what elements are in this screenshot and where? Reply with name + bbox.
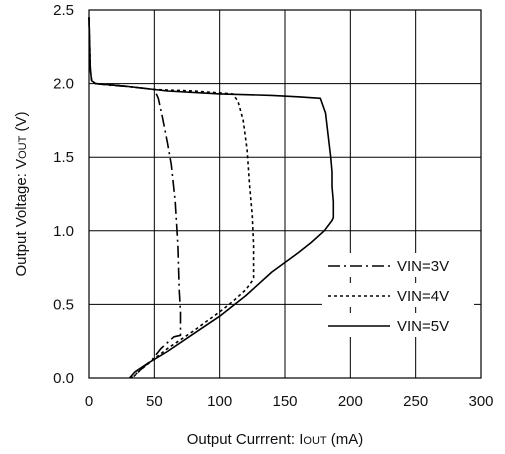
x-axis-label: Output Currrent: IOUT (mA) <box>187 431 364 448</box>
x-tick-label: 250 <box>403 393 428 410</box>
y-axis-label: Output Voltage: VOUT (V) <box>13 112 30 277</box>
legend-label: VIN=3V <box>397 258 449 275</box>
x-tick-label: 150 <box>272 393 297 410</box>
x-tick-label: 200 <box>338 393 363 410</box>
legend-entry-background <box>322 283 474 307</box>
series-line-vin-3v <box>88 17 182 379</box>
y-tick-label: 2.0 <box>53 76 74 93</box>
plot-frame <box>88 9 482 379</box>
legend: VIN=3V VIN=4V VIN=5V <box>322 253 474 337</box>
x-tick-label: 50 <box>146 393 163 410</box>
x-axis-label-main: Output Currrent: I <box>187 431 304 448</box>
series-line-vin-5v <box>88 17 335 379</box>
legend-label: VIN=5V <box>397 318 449 335</box>
y-axis-label-main: Output Voltage: V <box>13 159 30 277</box>
series-line-vin-4v <box>88 17 255 379</box>
y-tick-label: 1.5 <box>53 149 74 166</box>
legend-label: VIN=4V <box>397 288 449 305</box>
y-axis-label-subscript: OUT <box>17 135 29 159</box>
x-axis-label-subscript: OUT <box>303 435 327 447</box>
series-lines <box>88 17 335 379</box>
x-tick-label: 0 <box>85 393 93 410</box>
x-tick-label: 100 <box>207 393 232 410</box>
y-tick-label: 0.0 <box>53 370 74 387</box>
y-axis-label-unit: (V) <box>13 112 30 136</box>
y-tick-label: 0.5 <box>53 296 74 313</box>
legend-entry-background <box>322 253 474 277</box>
legend-entry-background <box>322 313 474 337</box>
tick-labels: 0 50 100 150 200 250 300 0.0 0.5 1.0 1.5 2.0 2.5 <box>53 2 493 410</box>
y-tick-label: 2.5 <box>53 2 74 19</box>
x-tick-label: 300 <box>468 393 493 410</box>
x-axis-label-unit: (mA) <box>327 431 364 448</box>
y-tick-label: 1.0 <box>53 223 74 240</box>
